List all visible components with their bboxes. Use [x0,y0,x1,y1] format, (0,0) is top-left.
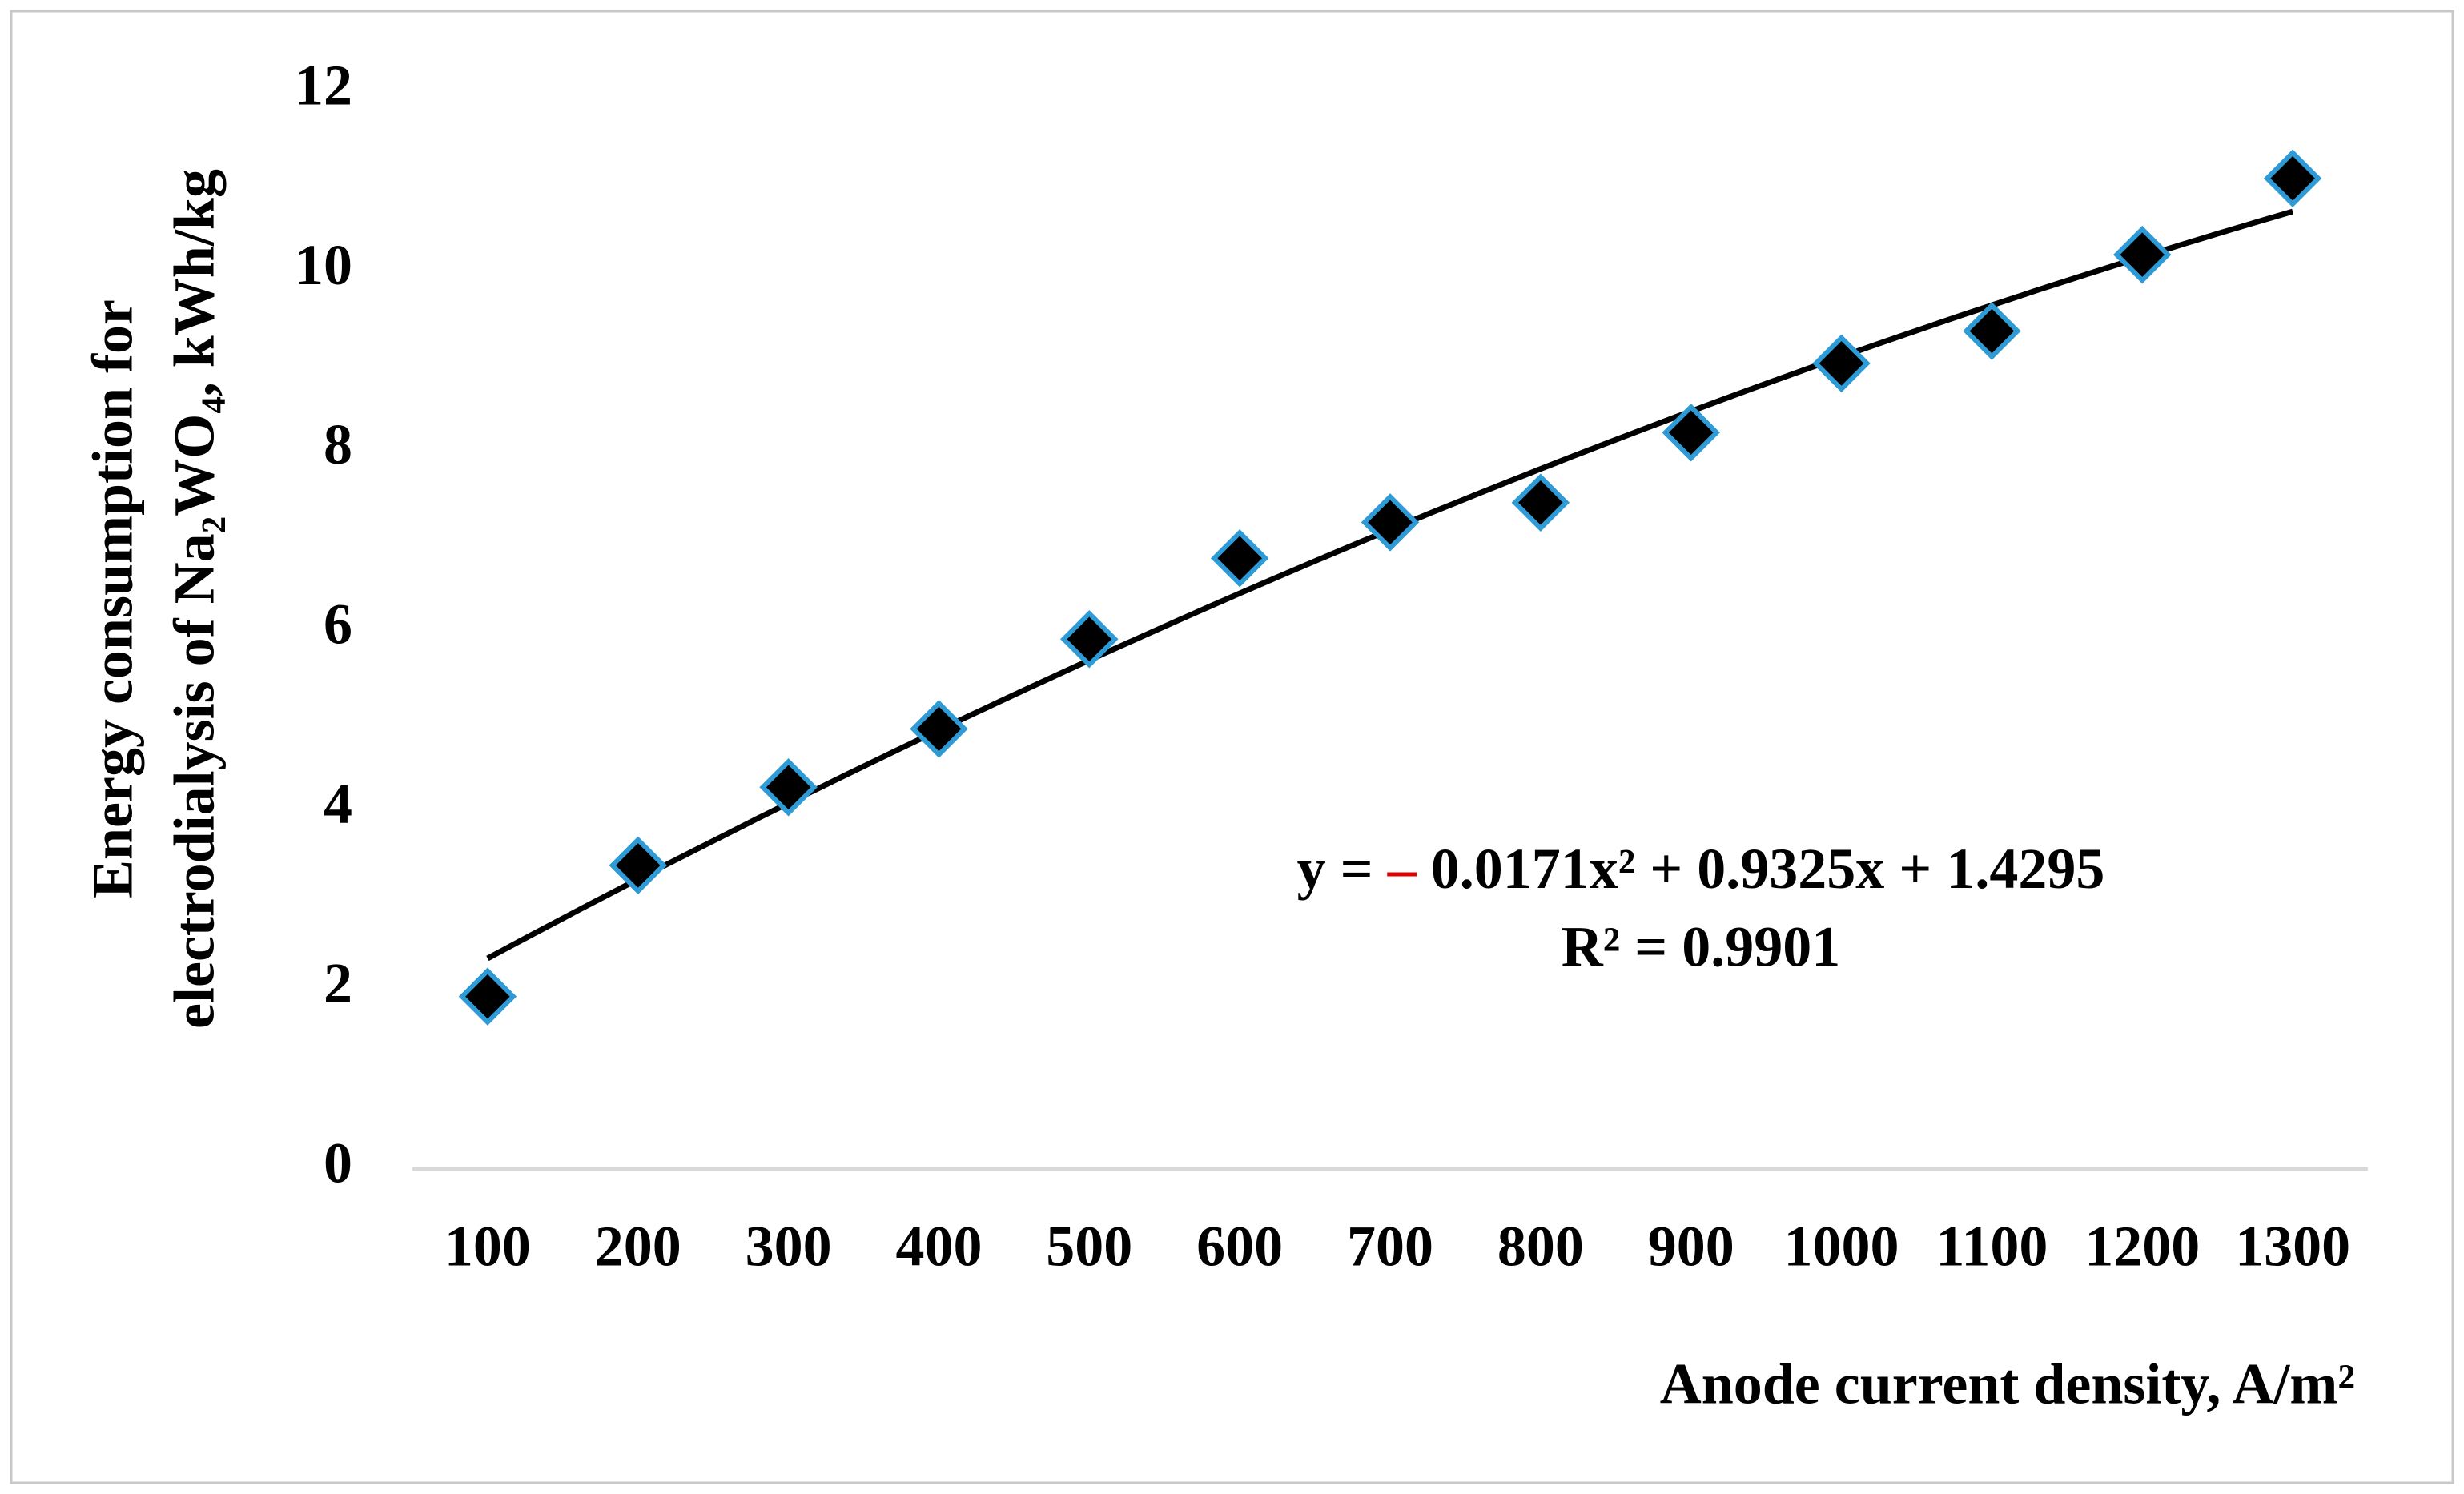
data-point [1812,334,1871,393]
x-tick-label: 400 [895,1215,982,1279]
x-tick-label: 800 [1497,1215,1584,1279]
data-point [609,836,668,895]
x-tick-label: 1000 [1784,1215,1899,1279]
data-point [759,758,818,817]
x-axis-label: Anode current density, A/m² [1660,1352,2355,1416]
y-tick-label: 0 [324,1131,352,1195]
data-point [458,967,517,1026]
data-point [1060,609,1119,669]
trendline-equation: y = – 0.0171x² + 0.9325x + 1.4295 [1297,837,2105,901]
x-tick-label: 1200 [2084,1215,2200,1279]
r-squared: R² = 0.9901 [1562,915,1841,979]
data-point [1963,302,2021,360]
x-tick-label: 1300 [2235,1215,2350,1279]
x-tick-label: 300 [746,1215,832,1279]
data-point [2263,149,2322,208]
x-tick-label: 500 [1046,1215,1132,1279]
y-axis-label: electrodialysis of Na₂WO₄, kWh/kg [163,169,227,1029]
data-point [2112,225,2172,284]
chart-border [10,10,2454,1484]
x-tick-label: 600 [1196,1215,1283,1279]
data-point [910,700,968,758]
y-tick-label: 4 [324,772,352,836]
x-tick-label: 200 [595,1215,681,1279]
equation-part: y = [1297,837,1388,901]
data-point [1210,529,1269,588]
x-tick-label: 700 [1347,1215,1433,1279]
y-tick-label: 2 [324,951,352,1015]
data-point [1511,473,1570,532]
y-tick-label: 8 [324,412,352,476]
x-tick-label: 900 [1648,1215,1734,1279]
data-point [1662,403,1720,462]
y-tick-label: 6 [324,592,352,657]
y-axis-label: Energy consumption for [81,299,145,898]
x-tick-label: 1100 [1935,1215,2048,1279]
x-tick-label: 100 [444,1215,531,1279]
equation-part: 0.0171x² + 0.9325x + 1.4295 [1417,837,2105,901]
y-tick-label: 12 [295,54,352,118]
y-tick-label: 10 [295,233,352,297]
equation-part: – [1387,837,1417,901]
data-point [1361,493,1420,552]
